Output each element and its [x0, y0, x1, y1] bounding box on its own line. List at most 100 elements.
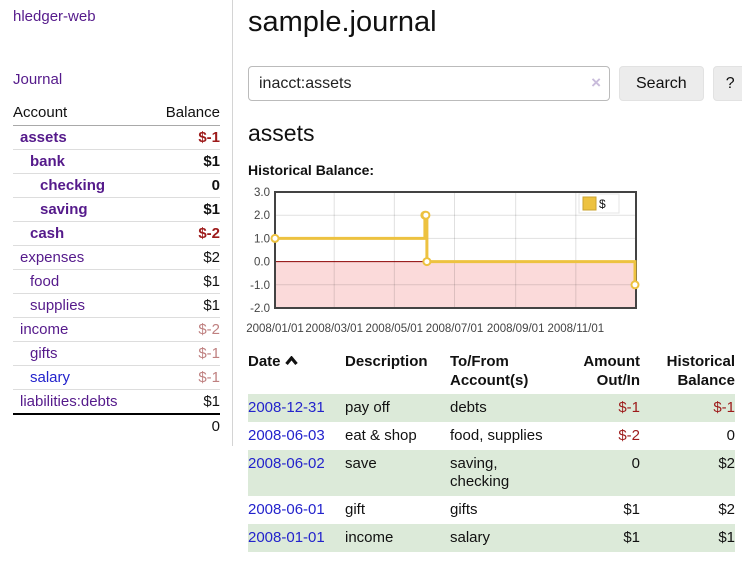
account-name-cell: checking	[13, 173, 150, 198]
historical-balance-chart: $3.0 2.0 1.0 0.0 -1.0 -2.0 2008/01/01 2008/03/0…	[246, 185, 648, 337]
description-cell: eat & shop	[345, 427, 417, 444]
table-row: 2008-01-01 income salary $1 $1	[248, 524, 735, 552]
description-cell: pay off	[345, 399, 390, 416]
account-row: cash $-2	[13, 221, 220, 246]
chart-negative-region	[275, 261, 636, 308]
chart-point	[421, 210, 431, 220]
y-tick-label: -2.0	[250, 303, 270, 315]
account-balance: $2	[149, 245, 220, 270]
amount-cell: 0	[631, 455, 640, 472]
table-row: 2008-06-02 save saving, checking 0 $2	[248, 450, 735, 496]
balance-cell: 0	[726, 427, 735, 444]
chart-point	[630, 280, 640, 290]
account-row: assets $-1	[13, 126, 220, 150]
sidebar-account-link[interactable]: bank	[30, 153, 66, 170]
date-cell: 2008-06-01	[248, 496, 345, 524]
sidebar: hledger-web Journal Account Balance asse…	[0, 0, 233, 582]
sidebar-account-link[interactable]: expenses	[20, 249, 85, 266]
help-button[interactable]: ?	[712, 66, 742, 101]
accounts-cell: salary	[450, 529, 491, 546]
account-row: salary $-1	[13, 365, 220, 390]
date-link[interactable]: 2008-01-01	[248, 529, 325, 546]
x-tick-label: 2008/01/01	[246, 323, 304, 335]
x-tick-label: 2008/11/01	[547, 323, 604, 335]
sidebar-account-link[interactable]: assets	[20, 129, 67, 146]
date-link[interactable]: 2008-12-31	[248, 399, 325, 416]
description-cell: gift	[345, 501, 366, 518]
accounts-total-balance: 0	[149, 413, 220, 438]
sidebar-account-link[interactable]: supplies	[30, 297, 86, 314]
account-row: gifts $-1	[13, 341, 220, 366]
chart-legend: $	[578, 193, 620, 214]
balance-cell: $2	[718, 501, 735, 518]
accounts-table: Account Balance assets $-1 bank $1 checking 0…	[13, 101, 220, 438]
clear-search-icon[interactable]: ×	[591, 73, 601, 92]
sidebar-account-link[interactable]: saving	[40, 201, 88, 218]
accounts-header-balance: Balance	[149, 101, 220, 126]
date-cell: 2008-06-02	[248, 450, 345, 496]
date-header-label: Date	[248, 353, 281, 370]
sidebar-account-link[interactable]: gifts	[30, 345, 58, 362]
account-name-cell: gifts	[13, 341, 150, 366]
sidebar-account-link[interactable]: liabilities:debts	[20, 393, 118, 410]
account-row: supplies $1	[13, 293, 220, 318]
table-row: 2008-06-03 eat & shop food, supplies $-2 0	[248, 422, 735, 450]
page-title: sample.journal	[248, 6, 437, 38]
register-header-balance: Historical Balance	[666, 353, 735, 389]
accounts-cell: saving, checking	[450, 455, 510, 490]
sidebar-account-link[interactable]: income	[20, 321, 69, 338]
account-name-cell: cash	[13, 221, 150, 246]
account-balance: $-1	[198, 129, 220, 146]
balance-cell: $2	[718, 455, 735, 472]
account-balance: $-2	[149, 317, 220, 342]
amount-cell: $-2	[618, 427, 640, 444]
date-link[interactable]: 2008-06-01	[248, 501, 325, 518]
y-tick-label: -1.0	[250, 280, 270, 292]
sidebar-account-link[interactable]: salary	[30, 369, 71, 386]
account-row: bank $1	[13, 149, 220, 174]
sidebar-divider	[232, 0, 233, 446]
y-tick-label: 0.0	[254, 257, 270, 269]
account-row: liabilities:debts $1	[13, 389, 220, 414]
account-balance: $1	[149, 269, 220, 294]
chart-border	[274, 191, 637, 309]
sidebar-account-link[interactable]: food	[30, 273, 60, 290]
y-tick-label: 3.0	[254, 187, 270, 199]
search-button[interactable]: Search	[619, 66, 704, 101]
register-header-date[interactable]: Date	[248, 350, 345, 394]
sort-ascending-icon	[284, 352, 298, 371]
account-name-cell: bank	[13, 149, 150, 174]
account-title: assets	[248, 120, 315, 146]
y-tick-label: 2.0	[254, 210, 270, 222]
balance-cell: $1	[718, 529, 735, 546]
accounts-cell: food, supplies	[450, 427, 543, 444]
accounts-header-account: Account	[13, 101, 150, 126]
legend-swatch	[582, 196, 597, 211]
chart-svg: $3.0 2.0 1.0 0.0 -1.0 -2.0 2008/01/01 2008/03/0…	[246, 187, 640, 335]
sidebar-item-journal[interactable]: Journal	[13, 71, 63, 88]
account-row: expenses $2	[13, 245, 220, 270]
account-balance: $1	[149, 389, 220, 414]
account-row: income $-2	[13, 317, 220, 342]
account-balance: $1	[149, 149, 220, 174]
accounts-cell: debts	[450, 399, 487, 416]
date-cell: 2008-01-01	[248, 524, 345, 552]
sidebar-account-link[interactable]: checking	[40, 177, 106, 194]
date-cell: 2008-12-31	[248, 394, 345, 422]
main-content: sample.journal × Search ? assets Histori…	[233, 0, 742, 582]
chart-point	[270, 233, 280, 243]
account-balance: $-1	[149, 365, 220, 390]
accounts-total-row: 0	[13, 413, 220, 438]
account-row: saving $1	[13, 197, 220, 222]
legend-label: $	[599, 197, 606, 211]
table-row: 2008-12-31 pay off debts $-1 $-1	[248, 394, 735, 422]
account-row: food $1	[13, 269, 220, 294]
sidebar-account-link[interactable]: cash	[30, 225, 65, 242]
search-input[interactable]	[248, 66, 610, 101]
table-row: 2008-06-01 gift gifts $1 $2	[248, 496, 735, 524]
register-header-amount: Amount Out/In	[583, 353, 640, 389]
date-link[interactable]: 2008-06-02	[248, 455, 325, 472]
date-link[interactable]: 2008-06-03	[248, 427, 325, 444]
brand-link[interactable]: hledger-web	[13, 8, 96, 25]
date-cell: 2008-06-03	[248, 422, 345, 450]
